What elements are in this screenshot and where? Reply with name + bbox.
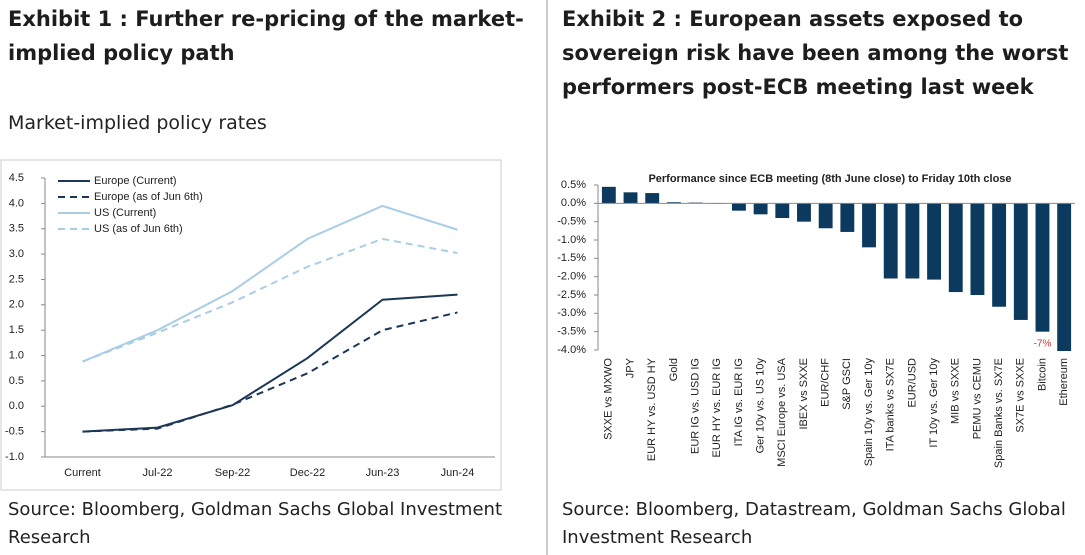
series-line <box>82 311 458 433</box>
y-tick-label: 0.5% <box>561 179 586 191</box>
y-tick-label: -2.5% <box>557 289 586 301</box>
bar <box>753 203 768 215</box>
x-tick-label: EUR IG vs. USD IG <box>689 358 701 454</box>
y-tick-label: 1.5 <box>9 324 24 336</box>
source: Source: Bloomberg, Datastream, Goldman S… <box>562 499 1066 548</box>
x-tick-label: Dec-22 <box>290 467 325 479</box>
bar <box>862 203 876 248</box>
bar <box>883 203 898 279</box>
bars <box>601 186 1072 351</box>
y-tick-label: 3.5 <box>9 223 24 235</box>
y-tick-label: -0.5% <box>557 216 586 228</box>
series-line <box>82 237 458 363</box>
y-tick-label: 4.0 <box>9 197 24 209</box>
exhibit-title: Exhibit 2 : European assets exposed to s… <box>562 7 1069 99</box>
bar <box>666 202 681 204</box>
y-tick-label: 2.5 <box>9 273 24 285</box>
legend-label: US (as of Jun 6th) <box>94 223 183 235</box>
bar <box>775 203 790 218</box>
source: Source: Bloomberg, Goldman Sachs Global … <box>8 499 503 548</box>
y-tick-label: 1.0 <box>9 349 24 361</box>
bar <box>797 203 811 222</box>
x-tick-label: Spain 10y vs. Ger 10y <box>863 358 875 467</box>
x-tick-label: EUR/CHF <box>820 358 832 407</box>
y-tick-label: -1.5% <box>557 252 586 264</box>
x-tick-label: S&P GSCI <box>841 358 853 410</box>
x-tick-label: ITA IG vs. EUR IG <box>733 358 745 446</box>
bar <box>731 203 746 211</box>
y-tick-label: -3.5% <box>557 326 586 338</box>
x-tick-label: Current <box>64 467 101 479</box>
bar <box>1035 203 1050 332</box>
x-tick-label: PEMU vs CEMU <box>971 358 983 439</box>
bar <box>948 203 963 293</box>
bar <box>818 203 833 229</box>
bar <box>601 186 616 204</box>
y-tick-label: 0.0% <box>561 197 586 209</box>
data-label: -7% <box>1034 339 1052 350</box>
y-tick-label: -4.0% <box>557 344 586 356</box>
legend-label: US (Current) <box>94 207 156 219</box>
y-tick-label: 3.0 <box>9 248 24 260</box>
legend-label: Europe (Current) <box>94 175 177 187</box>
bar <box>1013 203 1028 320</box>
y-tick-label: 0.5 <box>9 375 24 387</box>
bar <box>623 192 638 204</box>
series-line <box>82 293 458 433</box>
x-tick-label: EUR/USD <box>906 358 918 408</box>
bar <box>970 203 985 295</box>
x-tick-label: Jul-22 <box>143 467 173 479</box>
x-tick-label: IT 10y vs. Ger 10y <box>928 358 940 448</box>
x-tick-label: Spain Banks vs. SX7E <box>993 358 1005 468</box>
legend-label: Europe (as of Jun 6th) <box>94 191 203 203</box>
x-tick-label: Sep-22 <box>215 467 250 479</box>
x-tick-label: SXXE vs MXWO <box>603 358 615 440</box>
bar <box>840 203 855 232</box>
bar <box>927 203 942 280</box>
x-tick-label: MIB vs SXXE <box>950 358 962 424</box>
bar <box>992 203 1007 307</box>
x-tick-label: Jun-23 <box>366 467 400 479</box>
chart-frame <box>0 159 502 491</box>
x-tick-label: Gold <box>668 358 680 381</box>
exhibit-title: Exhibit 1 : Further re-pricing of the ma… <box>8 7 524 65</box>
y-tick-label: -2.0% <box>557 271 586 283</box>
y-tick-label: -1.0% <box>557 234 586 246</box>
x-tick-label: Bitcoin <box>1036 358 1048 391</box>
x-tick-label: Jun-24 <box>441 467 475 479</box>
x-tick-label: IBEX vs SXXE <box>798 358 810 430</box>
x-tick-label: JPY <box>624 357 636 378</box>
bar <box>905 203 920 279</box>
chart-title: Performance since ECB meeting (8th June … <box>648 173 1011 185</box>
series-line <box>82 204 458 363</box>
y-tick-label: 4.5 <box>9 172 24 184</box>
y-tick-label: -0.5 <box>5 426 24 438</box>
x-tick-label: EUR HY vs. EUR IG <box>711 358 723 457</box>
x-tick-label: SX7E vs SXXE <box>1015 358 1027 433</box>
x-tick-label: Ger 10y vs. US 10y <box>755 358 767 454</box>
bar <box>645 193 660 204</box>
y-tick-label: -1.0 <box>5 451 24 463</box>
y-tick-label: 2.0 <box>9 299 24 311</box>
x-tick-label: Ethereum <box>1058 358 1070 406</box>
x-tick-label: MSCI Europe vs. USA <box>776 357 788 466</box>
y-tick-label: -3.0% <box>557 307 586 319</box>
chart-subtitle: Market-implied policy rates <box>8 112 267 134</box>
y-tick-label: 0.0 <box>9 400 24 412</box>
bar <box>1057 203 1072 351</box>
x-tick-label: ITA banks vs SX7E <box>885 358 897 451</box>
x-tick-label: EUR HY vs. USD HY <box>646 357 658 461</box>
